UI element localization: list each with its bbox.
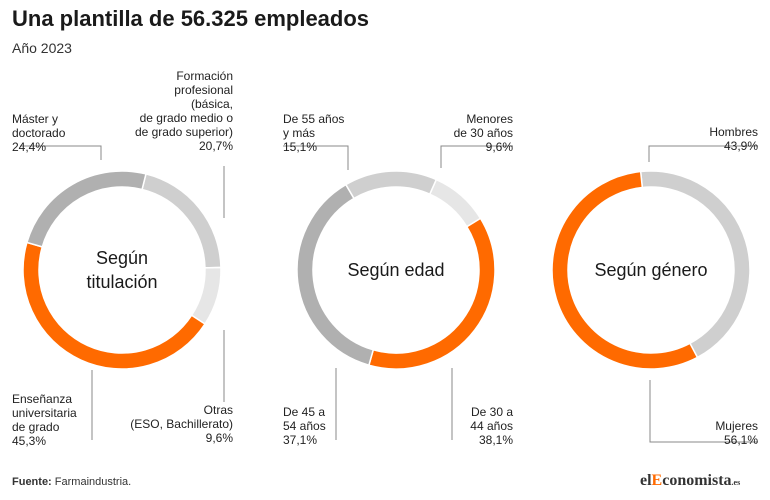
source-label: Fuente: [12, 476, 52, 488]
publisher-logo: elEconomista.es [640, 472, 741, 489]
slice-label: De 30 a 44 años 38,1% [470, 405, 513, 447]
chart-subtitle: Año 2023 [12, 40, 72, 56]
slice-label: Mujeres 56,1% [715, 419, 758, 447]
donut-center-label: Según edad [347, 260, 444, 280]
donut-slice [141, 173, 222, 269]
slice-label: Enseñanza universitaria de grado 45,3% [12, 392, 77, 448]
leader-line [649, 380, 758, 443]
source-note: Fuente: Farmaindustria. [12, 476, 131, 488]
slice-label: Otras (ESO, Bachillerato) 9,6% [130, 403, 233, 445]
donut-slice [190, 266, 222, 326]
donut-charts: Formación profesional (básica, de grado med… [12, 69, 758, 448]
slice-label: Menores de 30 años 9,6% [454, 112, 514, 154]
slice-label: De 55 años y más 15,1% [283, 112, 344, 154]
source-text: Farmaindustria. [54, 476, 132, 488]
chart-title: Una plantilla de 56.325 empleados [12, 6, 370, 31]
donut-center-label: Según género [594, 260, 707, 280]
leader-line [283, 145, 349, 170]
leader-line [648, 145, 758, 162]
slice-label: Hombres 43,9% [709, 125, 758, 153]
donut-slice [551, 170, 699, 370]
donut-slice [25, 170, 147, 248]
donut-slice [428, 178, 482, 228]
slice-label: Máster y doctorado 24,4% [12, 112, 66, 154]
slice-label: Formación profesional (básica, de grado med… [135, 69, 233, 153]
donut-center-label: Según titulación [86, 248, 157, 292]
leader-line [20, 145, 102, 160]
slice-label: De 45 a 54 años 37,1% [283, 405, 326, 447]
donut-slice [367, 217, 496, 370]
donut-slice [344, 170, 438, 200]
leader-line [440, 145, 513, 168]
